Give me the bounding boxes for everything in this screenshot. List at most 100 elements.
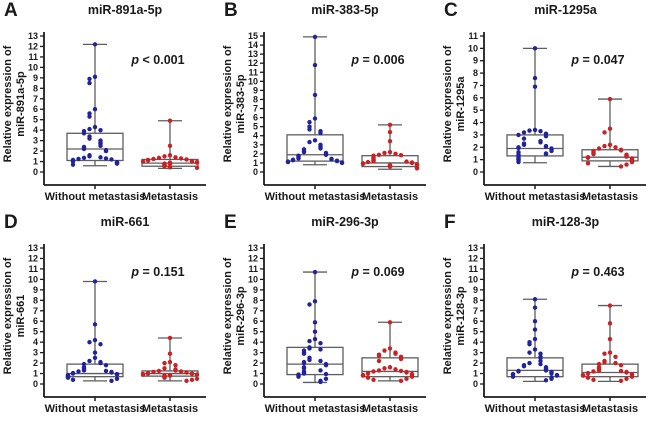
box-iqr — [506, 357, 564, 378]
x-category-label: Metastasis — [362, 403, 418, 415]
y-tick-label: 11 — [248, 67, 258, 77]
data-point — [290, 158, 296, 163]
data-point — [92, 42, 98, 47]
data-point — [404, 159, 409, 164]
data-point — [585, 371, 591, 376]
y-tick-label: 1 — [33, 157, 38, 167]
y-tick-label: 11 — [28, 264, 38, 274]
data-point — [98, 143, 103, 149]
y-tick-label: 2 — [253, 358, 258, 368]
data-point — [618, 164, 624, 169]
data-point — [607, 350, 613, 355]
y-tick-label: 11 — [468, 264, 478, 274]
y-tick-label: 2 — [473, 358, 478, 368]
panel-D: D miR-661 0 1 2 3 4 5 6 7 8 9 10 11 12 13 Relative exp… — [0, 212, 220, 424]
data-point — [285, 159, 291, 165]
y-axis-label-line1: Relative expression of — [442, 45, 454, 162]
x-category-label: Metastasis — [362, 191, 418, 203]
y-tick-label: 8 — [253, 94, 258, 104]
data-point — [538, 355, 543, 361]
data-point — [607, 142, 613, 147]
data-point — [103, 148, 109, 154]
data-point — [151, 369, 156, 375]
y-tick-label: 8 — [33, 83, 38, 93]
data-point — [613, 354, 618, 359]
data-point — [162, 360, 167, 366]
data-point — [167, 351, 173, 356]
data-point — [602, 351, 607, 356]
y-tick-label: 13 — [28, 31, 38, 41]
data-point — [624, 370, 629, 375]
data-point — [607, 303, 613, 308]
panel-letter-B: B — [224, 0, 238, 21]
y-tick-label: 6 — [253, 316, 258, 326]
data-point — [393, 151, 398, 157]
y-tick-label: 4 — [473, 337, 478, 347]
y-tick-label: 1 — [253, 158, 258, 168]
data-point — [318, 146, 323, 151]
data-point — [173, 155, 178, 160]
data-point — [549, 371, 554, 376]
data-point — [87, 136, 92, 141]
y-axis-label-line2: miR-661 — [15, 295, 27, 338]
data-point — [624, 376, 629, 381]
data-point — [532, 84, 538, 89]
y-tick-label: 6 — [33, 104, 38, 114]
data-point — [543, 133, 549, 139]
y-axis-label-line2: miR-891a-5p — [15, 71, 27, 137]
data-point — [301, 360, 307, 366]
x-category-label: Metastasis — [582, 403, 638, 415]
data-point — [109, 378, 114, 384]
data-point — [624, 154, 629, 159]
data-point — [607, 96, 613, 102]
y-tick-label: 0 — [253, 167, 258, 177]
box-iqr — [506, 134, 564, 157]
y-tick-label: 14 — [248, 40, 258, 50]
data-point — [376, 152, 382, 157]
data-point — [156, 368, 162, 374]
data-point — [532, 127, 538, 133]
data-point — [527, 360, 532, 366]
data-point — [312, 138, 318, 143]
data-point — [87, 76, 92, 82]
data-point — [92, 355, 98, 361]
data-point — [178, 369, 184, 374]
data-point — [167, 165, 173, 170]
data-point — [376, 368, 382, 373]
y-tick-label: 12 — [28, 253, 38, 263]
data-point — [312, 269, 318, 275]
data-point — [81, 361, 87, 367]
x-category-label: Without metastasis — [485, 403, 586, 415]
data-point — [365, 159, 371, 165]
data-point — [194, 160, 200, 165]
data-point — [360, 161, 366, 167]
data-point — [184, 378, 189, 384]
y-tick-label: 5 — [253, 122, 258, 132]
y-tick-label: 4 — [33, 337, 38, 347]
data-point — [301, 371, 307, 376]
y-tick-label: 7 — [253, 306, 258, 316]
data-point — [585, 375, 591, 380]
panel-letter-A: A — [4, 0, 18, 21]
y-tick-label: 1 — [253, 369, 258, 379]
y-tick-label: 4 — [473, 118, 478, 128]
data-point — [360, 373, 366, 378]
data-point — [307, 119, 312, 125]
p-value-label: p < 0.001 — [130, 53, 184, 67]
panel-letter-C: C — [444, 0, 458, 21]
panel-title-miR-1295a: miR-1295a — [534, 3, 597, 17]
data-point — [404, 370, 409, 375]
y-tick-label: 11 — [468, 31, 478, 41]
data-point — [543, 368, 549, 373]
data-point — [398, 153, 404, 158]
data-point — [516, 369, 521, 374]
y-axis-label-line2: miR-296-3p — [235, 286, 247, 346]
data-point — [312, 320, 318, 325]
data-point — [301, 149, 307, 155]
data-point — [618, 362, 624, 368]
data-point — [585, 155, 591, 160]
data-point — [532, 327, 538, 332]
y-tick-label: 0 — [33, 167, 38, 177]
data-point — [629, 374, 635, 379]
